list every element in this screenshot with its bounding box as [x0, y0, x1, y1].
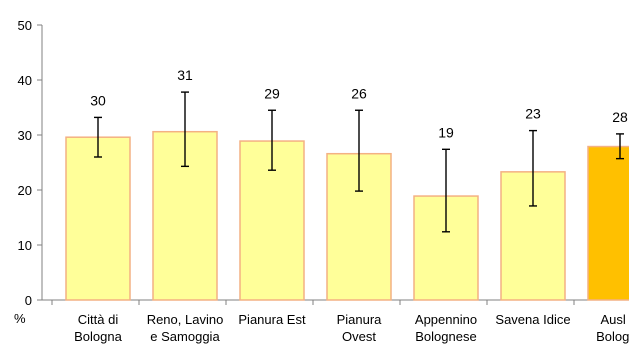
category-label: Città di [78, 312, 119, 327]
error-bar [268, 109, 276, 171]
category-labels: Città di Bologna Reno, Lavino e Samoggia Pia… [74, 312, 629, 344]
category-label: Ausl di [600, 312, 629, 327]
data-label: 29 [264, 85, 280, 101]
category-label: e Samoggia [150, 329, 220, 344]
y-tick-label: 50 [18, 18, 32, 33]
data-label: 26 [351, 85, 367, 101]
error-bar [529, 129, 537, 207]
axes: 0 10 20 30 40 50 [18, 18, 625, 308]
data-label: 23 [525, 106, 541, 122]
error-bar [181, 91, 189, 168]
error-bar [355, 109, 363, 192]
error-bars [94, 91, 624, 233]
data-label: 31 [177, 67, 193, 83]
category-label: Savena Idice [495, 312, 570, 327]
data-label: 30 [90, 92, 106, 108]
y-tick-label: 20 [18, 183, 32, 198]
category-label: Pianura [337, 312, 383, 327]
category-label: Ovest [342, 329, 376, 344]
bar [587, 145, 629, 301]
y-tick-label: 40 [18, 73, 32, 88]
category-label: Appennino [415, 312, 477, 327]
data-labels: 30 31 29 26 19 23 28 [90, 67, 628, 140]
y-tick-label: 30 [18, 128, 32, 143]
data-label: 28 [612, 109, 628, 125]
data-label: 19 [438, 124, 454, 140]
y-unit-label: % [14, 311, 26, 326]
category-label: Bologna [596, 329, 629, 344]
y-tick-label: 0 [25, 293, 32, 308]
category-label: Reno, Lavino [147, 312, 224, 327]
category-label: Pianura Est [238, 312, 306, 327]
bars [65, 130, 629, 301]
category-label: Bolognese [415, 329, 476, 344]
category-label: Bologna [74, 329, 122, 344]
error-bar [94, 116, 102, 158]
error-bar [442, 148, 450, 233]
bar [65, 136, 131, 301]
error-bar [616, 133, 624, 160]
y-tick-label: 10 [18, 238, 32, 253]
